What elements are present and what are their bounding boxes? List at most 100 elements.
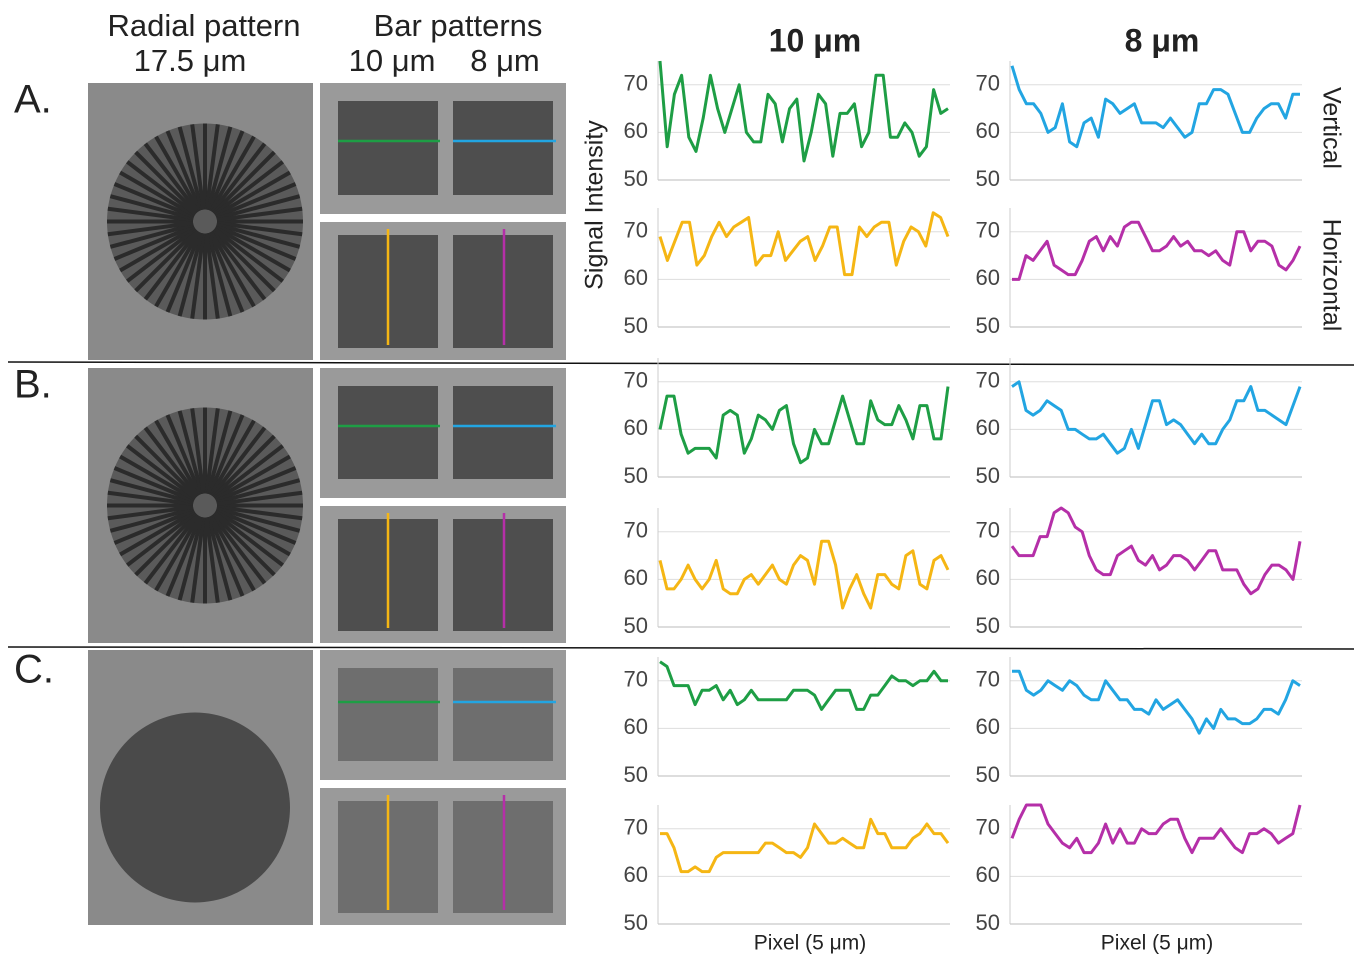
spoke [134, 512, 198, 577]
series-line [659, 660, 948, 711]
spoke [204, 233, 220, 319]
y-tick-label: 60 [976, 862, 1000, 887]
spoke [177, 232, 204, 317]
line-chart: 50 60 70 [624, 657, 950, 787]
spoke [210, 142, 267, 214]
spoke [107, 221, 194, 237]
line-chart: 50 60 70 [976, 358, 1302, 488]
y-tick-label: 50 [624, 463, 648, 488]
spoke [107, 206, 194, 222]
spoke [214, 225, 291, 273]
spoke [216, 506, 301, 533]
series-line [1010, 506, 1302, 596]
spoke [212, 434, 276, 499]
series-line [1012, 220, 1302, 281]
spoke [165, 414, 203, 496]
y-tick-label: 50 [976, 313, 1000, 338]
line-chart: 50 60 70 [624, 508, 950, 638]
spoke [126, 511, 197, 567]
bar-block [338, 668, 438, 761]
line-chart: 50 60 70 [624, 358, 950, 488]
spoke [126, 160, 197, 216]
spoke [215, 466, 297, 503]
y-tick-label: 60 [624, 862, 648, 887]
y-tick-label: 50 [976, 762, 1000, 787]
spoke [143, 142, 200, 214]
radial-size: 17.5 μm [134, 43, 247, 78]
y-tick-label: 60 [976, 415, 1000, 440]
bar-block [453, 668, 553, 761]
orientation-label: Horizontal [1317, 219, 1345, 332]
spoke [210, 513, 267, 585]
panel-label: C. [14, 648, 54, 692]
y-tick-label: 50 [624, 166, 648, 191]
line-chart: 50 60 70 [976, 208, 1302, 338]
spoke [215, 182, 297, 219]
line-chart: 50 60 70 [624, 805, 950, 935]
spoke [134, 228, 198, 293]
series-line [658, 539, 950, 610]
y-tick-label: 50 [976, 613, 1000, 638]
spoke [209, 514, 256, 592]
spoke [210, 229, 267, 301]
column-title: 8 μm [1125, 22, 1200, 58]
y-tick-label: 70 [976, 815, 1000, 840]
orientation-label: Vertical [1317, 87, 1345, 169]
spoke [209, 419, 256, 497]
series-line [658, 60, 949, 163]
panel-label: B. [14, 363, 52, 407]
y-tick-label: 70 [976, 518, 1000, 543]
spoke [154, 135, 201, 213]
spoke [119, 170, 196, 218]
spoke [206, 516, 233, 601]
spoke [109, 194, 194, 221]
bar-size: 8 μm [470, 43, 540, 78]
bar-title: Bar patterns [374, 8, 543, 43]
y-tick-label: 70 [624, 518, 648, 543]
y-tick-label: 60 [624, 565, 648, 590]
radial-title: Radial pattern [107, 8, 300, 43]
spoke [190, 517, 206, 603]
spoke [119, 454, 196, 502]
spoke [206, 410, 233, 495]
spoke [165, 515, 203, 597]
spoke [210, 426, 267, 498]
y-tick-label: 50 [976, 910, 1000, 935]
y-tick-label: 60 [624, 714, 648, 739]
spoke [216, 505, 303, 521]
spoke [143, 229, 200, 301]
bar-block [453, 101, 553, 195]
spoke [209, 230, 256, 308]
spoke [113, 466, 195, 503]
spoke [215, 224, 297, 261]
spoke [207, 130, 245, 212]
spoke [209, 135, 256, 213]
y-tick-label: 70 [624, 218, 648, 243]
spoke [177, 126, 204, 211]
panel-label: A. [14, 78, 52, 122]
spoke [109, 506, 194, 533]
spoke [216, 478, 301, 505]
spoke [107, 505, 194, 521]
spoke [216, 221, 303, 237]
separator [7, 361, 1354, 366]
spoke [216, 490, 303, 506]
spoke [109, 478, 194, 505]
y-tick-label: 70 [624, 815, 648, 840]
spoke [165, 130, 203, 212]
spoke [143, 513, 200, 585]
column-title: 10 μm [769, 22, 862, 58]
line-chart: 50 60 70 [976, 61, 1302, 191]
line-chart: 50 60 70 [976, 506, 1302, 638]
series-line [660, 817, 950, 874]
y-axis-title: Signal Intensity [581, 120, 609, 290]
spoke [143, 426, 200, 498]
line-chart: 50 60 70 [624, 60, 950, 191]
spoke [134, 150, 198, 215]
spoke [213, 227, 284, 283]
separator [7, 646, 1354, 650]
line-chart: 50 60 70 [976, 803, 1302, 935]
y-tick-label: 70 [976, 368, 1000, 393]
y-tick-label: 50 [976, 463, 1000, 488]
